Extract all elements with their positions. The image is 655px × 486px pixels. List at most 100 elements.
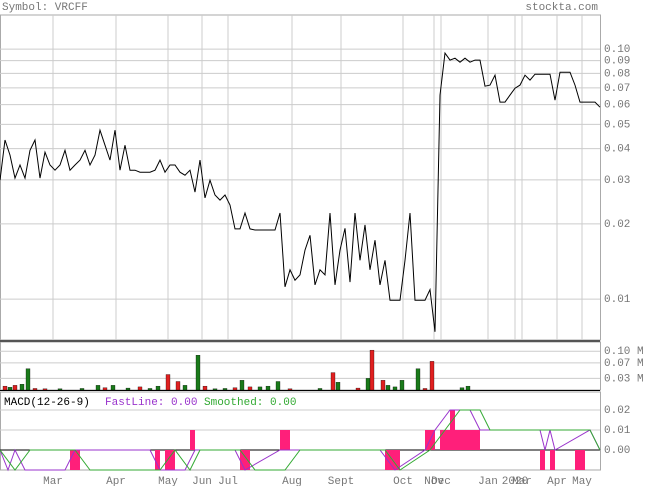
volume-bar — [25, 368, 31, 391]
panel-frame — [0, 391, 601, 471]
y-tick-label: 0.04 — [604, 144, 631, 156]
y-tick-label: 0.03 M — [604, 373, 644, 385]
x-tick-label: Mar — [43, 476, 63, 486]
macd-histogram-bar — [580, 450, 585, 470]
x-tick-label: Nov — [424, 476, 444, 486]
y-tick-label: 0.07 — [604, 83, 630, 95]
macd-histogram-bar — [280, 430, 285, 450]
volume-bar — [2, 385, 8, 391]
macd-line — [0, 409, 601, 472]
volume-bar — [19, 384, 25, 391]
volume-bar — [110, 385, 116, 391]
volume-bar — [95, 385, 101, 391]
volume-bar — [175, 381, 181, 391]
macd-histogram-bar — [445, 430, 450, 450]
y-tick-label: 0.05 — [604, 119, 630, 131]
volume-bar — [239, 380, 245, 391]
macd-histogram-bar — [240, 450, 245, 470]
macd-histogram-bar — [450, 410, 455, 450]
macd-histogram-bar — [550, 450, 555, 470]
legend-smoothed: Smoothed: 0.00 — [204, 397, 296, 409]
volume-bar — [7, 387, 13, 391]
x-tick-label: Aug — [282, 476, 302, 486]
macd-histogram-bar — [460, 430, 465, 450]
volume-bar — [202, 385, 208, 391]
volume-bar — [57, 388, 63, 391]
volume-bar — [355, 387, 361, 391]
y-tick-label: 0.07 M — [604, 358, 644, 370]
volume-bar — [265, 385, 271, 391]
legend-fast: FastLine: 0.00 — [105, 397, 197, 409]
site: stockta.com — [525, 2, 598, 14]
macd-histogram-bar — [285, 430, 290, 450]
volume-bar — [335, 382, 341, 391]
x-tick-label: May — [572, 476, 592, 486]
macd-histogram-bar — [425, 430, 430, 450]
y-tick-label: 0.08 — [604, 68, 630, 80]
price-line — [0, 51, 601, 332]
x-tick-label: Sept — [328, 476, 354, 486]
volume-bar — [195, 355, 201, 391]
y-tick-label: 0.10 M — [604, 346, 644, 358]
x-tick-label: Dec — [431, 476, 451, 486]
macd-histogram-bar — [75, 450, 80, 470]
volume-bar — [459, 387, 465, 391]
macd-histogram-bar — [575, 450, 580, 470]
macd-line — [0, 409, 601, 471]
volume-bar — [422, 388, 428, 391]
x-tick-label: 2020 — [502, 476, 528, 486]
volume-bar — [287, 388, 293, 391]
volume-bar — [125, 387, 131, 391]
y-tick-label: 0.10 — [604, 44, 630, 56]
volume-bar — [155, 385, 161, 391]
volume-bar — [12, 385, 18, 391]
y-tick-label: 0.03 — [604, 175, 630, 187]
macd-histogram-bar — [455, 430, 460, 450]
y-tick-label: 0.02 — [604, 219, 630, 231]
macd-histogram-bar — [475, 430, 480, 450]
macd-title: MACD(12-26-9) — [4, 397, 90, 409]
volume-bar — [247, 386, 253, 391]
y-tick-label: 0.06 — [604, 100, 630, 112]
macd-histogram-bar — [190, 430, 195, 450]
macd-histogram-bar — [465, 430, 470, 450]
y-tick-label: 0.01 — [604, 294, 631, 306]
volume-bar — [137, 386, 143, 391]
x-tick-label: Jun — [192, 476, 212, 486]
x-tick-label: Jan — [478, 476, 498, 486]
volume-bar — [222, 388, 228, 391]
volume-bar — [32, 388, 38, 391]
volume-bar — [79, 388, 85, 391]
volume-bar — [399, 380, 405, 391]
macd-histogram-bar — [155, 450, 160, 470]
macd-histogram-bar — [395, 450, 400, 470]
volume-bar — [275, 381, 281, 391]
volume-bar — [369, 349, 375, 391]
volume-bar — [257, 386, 263, 391]
volume-bar — [317, 388, 323, 391]
x-tick-label: Mar — [512, 476, 532, 486]
x-tick-label: Jul — [218, 476, 238, 486]
macd-histogram-bar — [70, 450, 75, 470]
y-tick-label: 0.09 — [604, 56, 630, 68]
volume-bar — [232, 387, 238, 391]
volume-bar — [165, 374, 171, 391]
macd-histogram-bar — [440, 430, 445, 450]
volume-bar — [330, 372, 336, 391]
volume-bar — [42, 388, 48, 391]
volume-bar — [380, 380, 386, 391]
volume-bar — [465, 385, 471, 391]
volume-bar — [147, 388, 153, 391]
x-tick-label: Oct — [393, 476, 413, 486]
volume-bar — [182, 385, 188, 391]
y-tick-label: 0.02 — [604, 405, 630, 417]
symbol: Symbol: VRCFF — [2, 2, 88, 14]
volume-bar — [212, 388, 218, 391]
volume-bar — [392, 386, 398, 391]
volume-bar — [385, 385, 391, 391]
y-tick-label: 0.01 — [604, 425, 631, 437]
macd-histogram-bar — [470, 430, 475, 450]
volume-bar — [365, 378, 371, 391]
